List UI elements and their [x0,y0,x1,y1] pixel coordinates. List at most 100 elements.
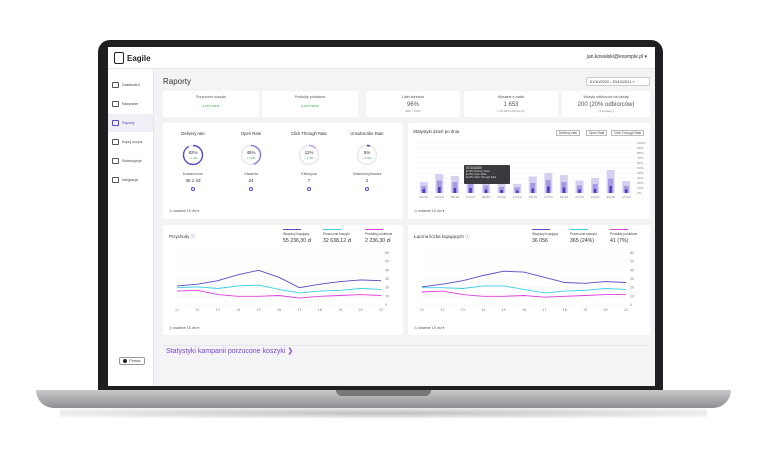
help-button[interactable]: Pomoc [119,357,145,365]
x-tick-label: 17/10 [544,195,553,199]
x-tick-label: 12 [440,308,444,312]
buyers-line-chart: 60 50 40 30 20 10 0 11 12 13 14 15 16 17 18 19 20 21 [420,251,634,312]
x-tick-label: 12 [195,308,199,312]
period-select-daily[interactable]: ◷ ostatnie 15 dni ▾ [414,209,445,213]
legend-label: Wszyscy kupujący [532,232,559,237]
legend-swatch [570,229,588,231]
sidebar-item-dashboard[interactable]: Dashboard [108,76,153,94]
legend-liked: Produkty polubione [365,229,392,236]
kpi-value: 24 [248,178,254,183]
revenue-line-chart: 60 50 40 30 20 10 0 11 12 13 14 15 16 17 18 19 20 21 [175,251,389,312]
sidebar-item-kampanie[interactable]: Kampanie [108,95,153,113]
sidebar-item-label: Kupuj uczyw [122,140,143,144]
x-tick-label: 05/10 [451,195,460,199]
info-icon[interactable] [307,187,311,191]
sidebar-item-subskrypcje[interactable]: Subskrypcje [108,152,153,170]
page-title: Raporty [163,77,192,86]
period-select-revenue[interactable]: ◷ ostatnie 15 dni ▾ [169,326,200,330]
y-tick-label: 50 [385,260,389,264]
sidebar-item-raporty[interactable]: Raporty [108,114,153,132]
info-icon[interactable] [249,187,253,191]
legend-label: Porzucone koszyki [323,232,350,237]
status-badge: ● AKTYWNA [202,104,220,108]
y-tick-label: 80% [637,151,644,155]
period-select-kpi[interactable]: ◷ ostatnie 15 dni ▾ [169,209,200,213]
kpi-sub-label: Otwarcia [243,172,259,176]
legend-ctr[interactable]: Click Through Rate [611,130,645,136]
legend-open[interactable]: Open Rate [586,130,608,136]
stat-value: 200 (20% odbiorców) [577,102,635,108]
mail-icon [112,101,119,107]
user-menu[interactable]: jan.kowalski@example.pl ▾ [586,54,647,60]
info-icon[interactable]: ⓘ [190,234,196,239]
y-tick-label: 90% [637,146,644,150]
x-tick-label: 07/10 [466,195,475,199]
stat-card-liked-products: Produkty polubione ● AKTYWNA [262,91,358,117]
y-tick-label: 0 [630,303,632,307]
series-line-0 [176,269,382,289]
legend-delivery[interactable]: Delivery rate [556,130,580,136]
gauge-ring [240,144,262,166]
x-tick-label: 11 [420,308,424,312]
kpi-panel: Delivery rate 92% + 1.2% Dostarczone 36 … [163,123,403,219]
info-icon[interactable] [365,187,369,191]
y-tick-label: 100% [637,141,646,145]
bar-2-19/10 [562,187,566,193]
puzzle-icon [112,177,119,183]
series-line-2 [421,290,626,298]
x-tick-label: 16 [522,308,526,312]
sidebar-item-integracja[interactable]: Integracja [108,171,153,189]
bar-2-01/10 [422,189,426,193]
x-tick-label: 25/10 [606,195,615,199]
x-tick-label: 20 [359,308,363,312]
bar-1-05/10 [452,182,458,193]
kpi-title: Click Through Rate [291,131,327,136]
x-tick-label: 11 [175,308,179,312]
y-tick-label: 10 [630,294,634,298]
info-icon[interactable] [191,187,195,191]
bar-1-03/10 [436,180,442,193]
info-icon[interactable]: ⓘ [465,234,470,239]
x-tick-label: 21/10 [575,195,584,199]
legend-value: 2 236,30 zł [365,238,391,244]
x-tick-label: 17 [297,308,301,312]
y-tick-label: 50 [630,260,634,264]
logo-icon [114,52,124,64]
laptop-shadow [60,408,707,418]
legend-value: 32 638,12 zł [323,238,352,244]
gauge-arc [356,144,378,166]
bar-2-27/10 [624,189,628,193]
x-tick-label: 13 [216,308,220,312]
bar-2-21/10 [578,189,581,193]
brand-logo[interactable]: Eagile [114,52,151,64]
tooltip-line: ■ 42% Delivery Rate [466,170,490,173]
sidebar-item-label: Integracja [122,178,138,182]
sidebar-item-label: Raporty [122,121,135,125]
sidebar-item-kupujacy[interactable]: Kupuj uczyw [108,133,153,151]
buyers-panel: Łączna liczba kupujących ⓘ Wszyscy kupuj… [408,225,650,335]
y-tick-label: 70% [637,156,644,160]
stat-value: 96% [406,102,419,108]
x-tick-label: 14 [481,308,485,312]
section-divider [163,345,648,346]
y-tick-label: 10% [637,186,644,190]
y-tick-label: 60 [630,251,634,255]
y-tick-label: 40% [637,171,644,175]
status-badge: ● AKTYWNA [301,104,319,108]
chart-tooltip: 07/10/2020 ■ 42% Delivery Rate ■ 22% Ope… [464,165,510,184]
bar-2-11/10 [500,190,503,193]
copy-icon [112,158,119,164]
period-select-buyers[interactable]: ◷ ostatnie 15 dni ▾ [414,326,445,330]
revenue-title: Przychody [169,234,190,239]
bar-2-23/10 [593,189,597,193]
bar-1-23/10 [592,184,598,193]
x-tick-label: 17 [542,308,546,312]
abandoned-cart-stats-link[interactable]: Statystyki kampanii porzucone koszyki ❯ [166,348,294,355]
stat-card-abandoned-carts: Porzucone koszyki ● AKTYWNA [163,91,259,117]
list-icon [112,139,119,145]
panel-title: Przychody ⓘ [169,234,195,240]
date-range-picker[interactable]: 01/10/2020 - 30/10/2021 × [586,77,650,86]
kpi-delta: + 1.2% [246,156,256,160]
bar-2-09/10 [484,189,488,193]
kpi-value: 7 [307,178,311,183]
